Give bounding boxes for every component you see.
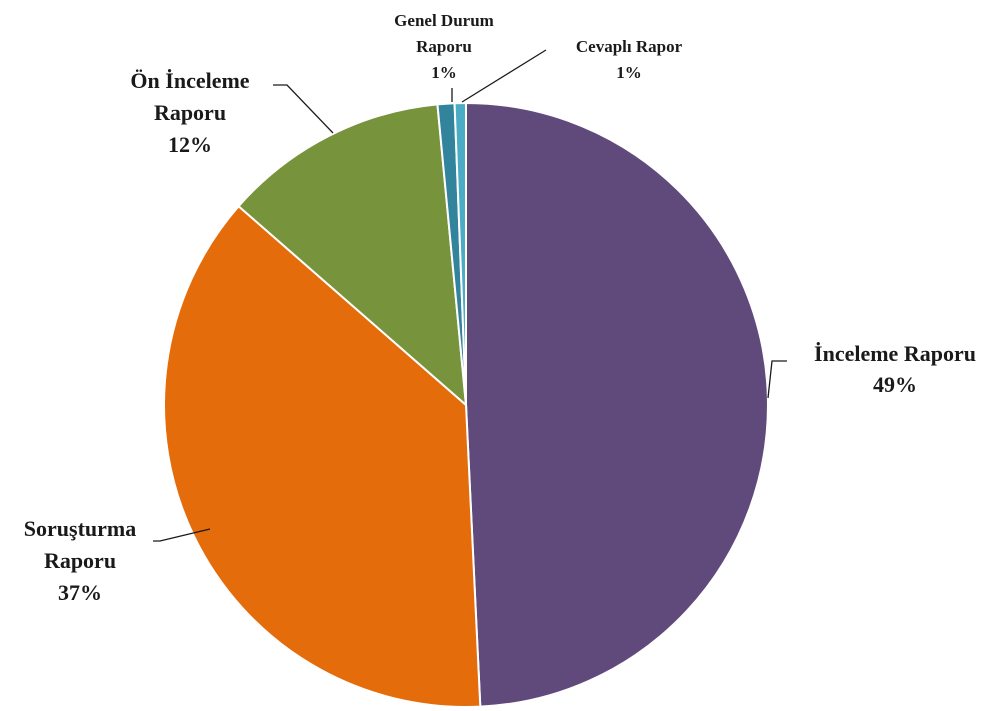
pie-slices: [163, 101, 769, 708]
leader-line-0: [767, 360, 787, 399]
slice-label-1: Soruşturma: [24, 516, 136, 541]
pie-slice-2: [237, 103, 468, 408]
slice-label-0: İnceleme Raporu: [814, 341, 976, 366]
leader-lines: [153, 49, 787, 542]
pie-slice-4: [453, 101, 467, 406]
slice-label-1: Raporu: [44, 548, 116, 573]
slice-label-3: Raporu: [416, 37, 472, 56]
leader-line-2: [273, 84, 334, 134]
leader-line-1: [153, 528, 211, 542]
slice-percent-label-2: 12%: [168, 132, 212, 157]
pie-slice-1: [163, 204, 482, 708]
slice-label-2: Ön İnceleme: [130, 68, 249, 93]
slice-percent-label-3: 1%: [431, 63, 457, 82]
slice-percent-label-0: 49%: [873, 372, 917, 397]
slice-labels: İnceleme Raporu 49% Soruşturma Raporu 37% Ön …: [24, 11, 976, 605]
pie-slice-0: [465, 101, 769, 708]
slice-percent-label-1: 37%: [58, 580, 102, 605]
slice-percent-label-4: 1%: [616, 63, 642, 82]
slice-label-4: Cevaplı Rapor: [576, 37, 683, 56]
slice-label-2: Raporu: [154, 100, 226, 125]
leader-line-4: [461, 49, 547, 103]
slice-label-3: Genel Durum: [394, 11, 494, 30]
